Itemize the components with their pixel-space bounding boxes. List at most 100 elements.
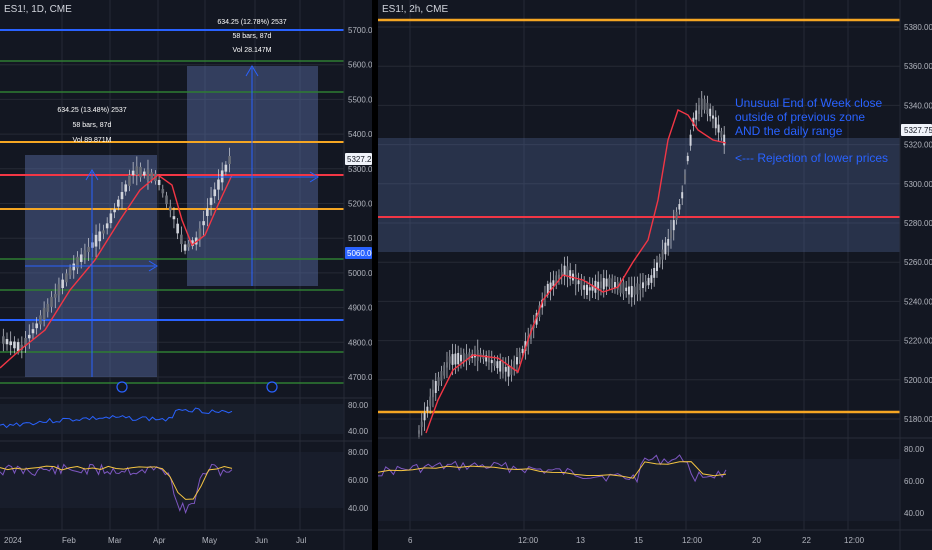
intraday-candle: [622, 282, 625, 295]
osc-ma-line: [378, 461, 727, 479]
measure-1-change: 634.25 (13.48%) 2537: [57, 107, 126, 114]
intraday-candle: [597, 281, 600, 290]
daily-candle: [9, 341, 13, 346]
daily-candle: [120, 192, 124, 200]
intraday-candle: [709, 108, 712, 117]
osc-tick-label: 80.00: [904, 445, 925, 454]
daily-candle: [157, 179, 161, 186]
daily-candle: [42, 307, 46, 320]
daily-candle: [209, 197, 213, 205]
time-tick-label: 12:00: [844, 536, 865, 545]
rejection-annotation-text: <--- Rejection of lower prices: [735, 151, 888, 165]
time-tick-label: 22: [802, 536, 811, 545]
price-tick-label: 5500.00: [348, 95, 372, 104]
time-tick-label: 2024: [4, 536, 22, 545]
daily-candle: [61, 279, 64, 289]
measure-1-volume: Vol 89.871M: [73, 137, 112, 144]
intraday-candle: [664, 242, 667, 255]
intraday-symbol-label: ES1!, 2h, CME: [382, 4, 449, 15]
daily-candle: [150, 172, 153, 180]
intraday-candle: [420, 421, 423, 427]
daily-candle: [198, 228, 202, 240]
price-tick-label: 5100.00: [348, 234, 372, 243]
osc1-tick-label: 80.00: [348, 401, 369, 410]
daily-candle: [27, 334, 31, 339]
intraday-candle: [448, 356, 451, 364]
intraday-candle: [493, 360, 496, 366]
daily-candle: [98, 231, 102, 242]
daily-candle: [168, 206, 172, 211]
intraday-candle: [600, 281, 602, 288]
time-tick-label: Jul: [296, 536, 306, 545]
daily-candle: [146, 169, 150, 180]
daily-candle: [224, 164, 228, 172]
intraday-candle: [566, 266, 569, 278]
intraday-candle: [720, 131, 723, 138]
intraday-candle: [714, 117, 717, 129]
daily-candle: [94, 234, 98, 247]
intraday-candle: [642, 282, 644, 289]
daily-chart-pane[interactable]: 634.25 (13.48%) 2537 58 bars, 87d Vol 89.8…: [0, 0, 372, 550]
intraday-chart-pane[interactable]: Unusual End of Week close outside of prev…: [378, 0, 932, 550]
daily-candle: [31, 329, 35, 334]
measure-arrow-head: [309, 171, 319, 183]
intraday-candle: [675, 211, 678, 220]
daily-candle: [180, 234, 183, 245]
intraday-ema-line: [425, 109, 727, 434]
daily-candle: [72, 263, 76, 271]
daily-candle: [57, 284, 61, 296]
daily-candle: [13, 341, 16, 349]
time-tick-label: 13: [576, 536, 585, 545]
marker-price-label: 5060.00: [347, 249, 372, 258]
intraday-candle: [591, 285, 594, 291]
osc2-tick-label: 60.00: [348, 476, 369, 485]
intraday-candle: [504, 367, 507, 372]
intraday-candle: [423, 412, 426, 421]
intraday-candle: [510, 366, 513, 375]
intraday-candle: [429, 396, 432, 406]
intraday-candle: [563, 265, 566, 277]
price-tick-label: 4700.00: [348, 373, 372, 382]
intraday-candle: [630, 286, 633, 298]
intraday-candle: [684, 174, 686, 180]
intraday-candle: [544, 294, 546, 298]
daily-candle: [183, 244, 187, 251]
price-tick-label: 5200.00: [904, 376, 932, 385]
price-tick-label: 5700.00: [348, 26, 372, 35]
daily-candle: [206, 208, 209, 216]
price-tick-label: 5200.00: [348, 200, 372, 209]
intraday-candle: [440, 371, 443, 381]
intraday-candle: [625, 287, 628, 292]
daily-candle: [2, 336, 5, 344]
intraday-candle: [434, 380, 437, 393]
time-tick-label: Apr: [153, 536, 166, 545]
intraday-candle: [460, 354, 462, 362]
intraday-candle: [628, 286, 630, 295]
intraday-candle: [457, 352, 460, 365]
intraday-candle: [706, 102, 709, 115]
price-tick-label: 5400.00: [348, 130, 372, 139]
intraday-candle: [647, 277, 650, 286]
annotation-text: AND the daily range: [735, 124, 843, 138]
intraday-candle: [443, 365, 446, 376]
osc1-tick-label: 40.00: [348, 427, 369, 436]
measure-2-change: 634.25 (12.78%) 2537: [217, 19, 286, 26]
intraday-candle: [574, 274, 577, 285]
daily-candle: [79, 254, 83, 262]
current-price-label: 5327.75: [904, 126, 932, 135]
measure-2-bars: 58 bars, 87d: [233, 33, 272, 40]
price-axis: [344, 0, 372, 550]
daily-candle: [135, 166, 139, 176]
measure-arrow-head: [148, 260, 158, 272]
pane-divider[interactable]: [372, 0, 378, 550]
intraday-candle: [616, 282, 619, 290]
intraday-candle: [490, 360, 493, 364]
intraday-candle: [658, 257, 661, 265]
intraday-candle: [560, 272, 563, 276]
price-tick-label: 5340.00: [904, 101, 932, 110]
daily-chart-canvas[interactable]: 634.25 (13.48%) 2537 58 bars, 87d Vol 89.8…: [0, 0, 372, 550]
daily-candle: [113, 209, 116, 213]
intraday-candle: [602, 278, 605, 290]
time-tick-label: Feb: [62, 536, 76, 545]
